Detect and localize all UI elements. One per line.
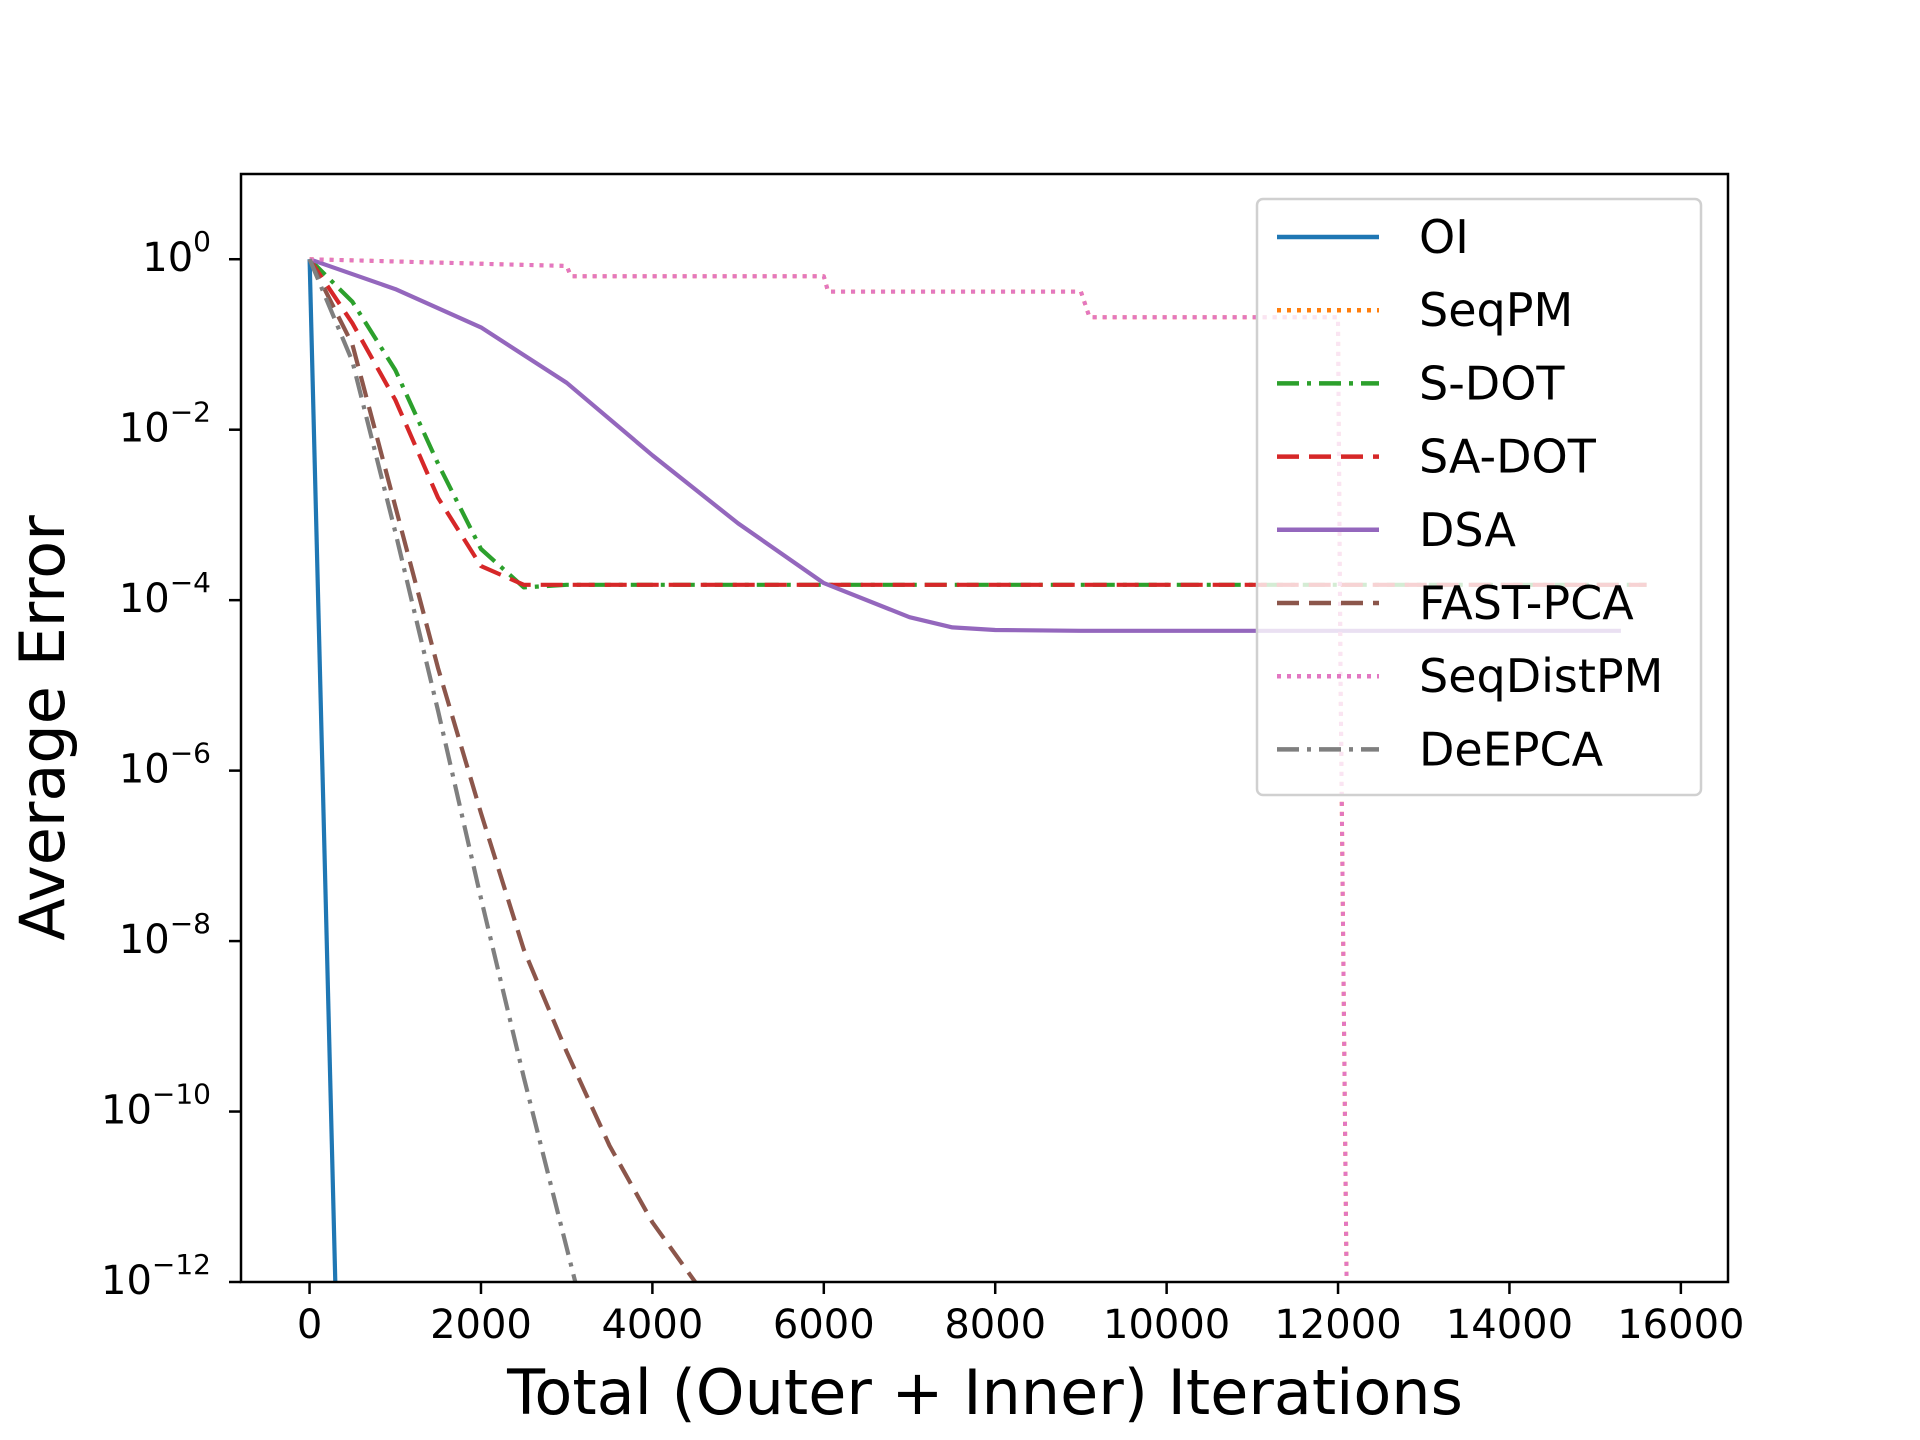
- x-tick-label: 16000: [1617, 1302, 1744, 1348]
- y-tick-label: 10−4: [119, 566, 211, 622]
- y-tick-label: 10−2: [119, 396, 211, 452]
- y-axis-title: Average Error: [6, 515, 79, 941]
- series-line-fast-pca: [307, 258, 697, 1284]
- legend-label-sa-dot: SA-DOT: [1419, 430, 1597, 484]
- x-tick-label: 4000: [601, 1302, 703, 1348]
- x-tick-label: 2000: [430, 1302, 532, 1348]
- series-line-oi: [307, 259, 338, 1283]
- legend: OI SeqPM S-DOT SA-DOT DSA FAST-PCA SeqDistPM De…: [1255, 197, 1703, 797]
- y-axis: 100 10−2 10−4 10−6 10−8 10−10 10−12: [101, 225, 241, 1304]
- x-tick-label: 6000: [773, 1302, 875, 1348]
- legend-label-dsa: DSA: [1419, 503, 1516, 557]
- legend-box: [1255, 197, 1703, 797]
- series-line-deepca: [307, 258, 578, 1283]
- legend-label-fast-pca: FAST-PCA: [1419, 576, 1634, 630]
- y-tick-label: 10−12: [101, 1248, 211, 1304]
- y-tick-label: 100: [142, 225, 211, 281]
- legend-label-s-dot: S-DOT: [1419, 356, 1565, 410]
- legend-label-deepca: DeEPCA: [1419, 722, 1604, 776]
- legend-label-oi: OI: [1419, 210, 1469, 264]
- x-axis: 0 2000 4000 6000 8000 10000 12000 14000 16000: [297, 1282, 1744, 1348]
- x-tick-label: 0: [297, 1302, 322, 1348]
- y-tick-label: 10−6: [119, 737, 211, 793]
- y-tick-label: 10−10: [101, 1078, 211, 1134]
- plot-frame: [239, 172, 1730, 1284]
- legend-label-seqdistpm: SeqDistPM: [1419, 649, 1663, 703]
- series-line-seqpm: [309, 257, 1349, 1283]
- legend-label-seqpm: SeqPM: [1419, 283, 1573, 337]
- x-tick-label: 8000: [944, 1302, 1046, 1348]
- series-line-seqdistpm: [309, 257, 1349, 1283]
- x-tick-label: 14000: [1446, 1302, 1573, 1348]
- x-tick-label: 12000: [1274, 1302, 1401, 1348]
- y-tick-label: 10−8: [119, 907, 211, 963]
- x-axis-title: Total (Outer + Inner) Iterations: [506, 1356, 1463, 1429]
- x-tick-label: 10000: [1103, 1302, 1230, 1348]
